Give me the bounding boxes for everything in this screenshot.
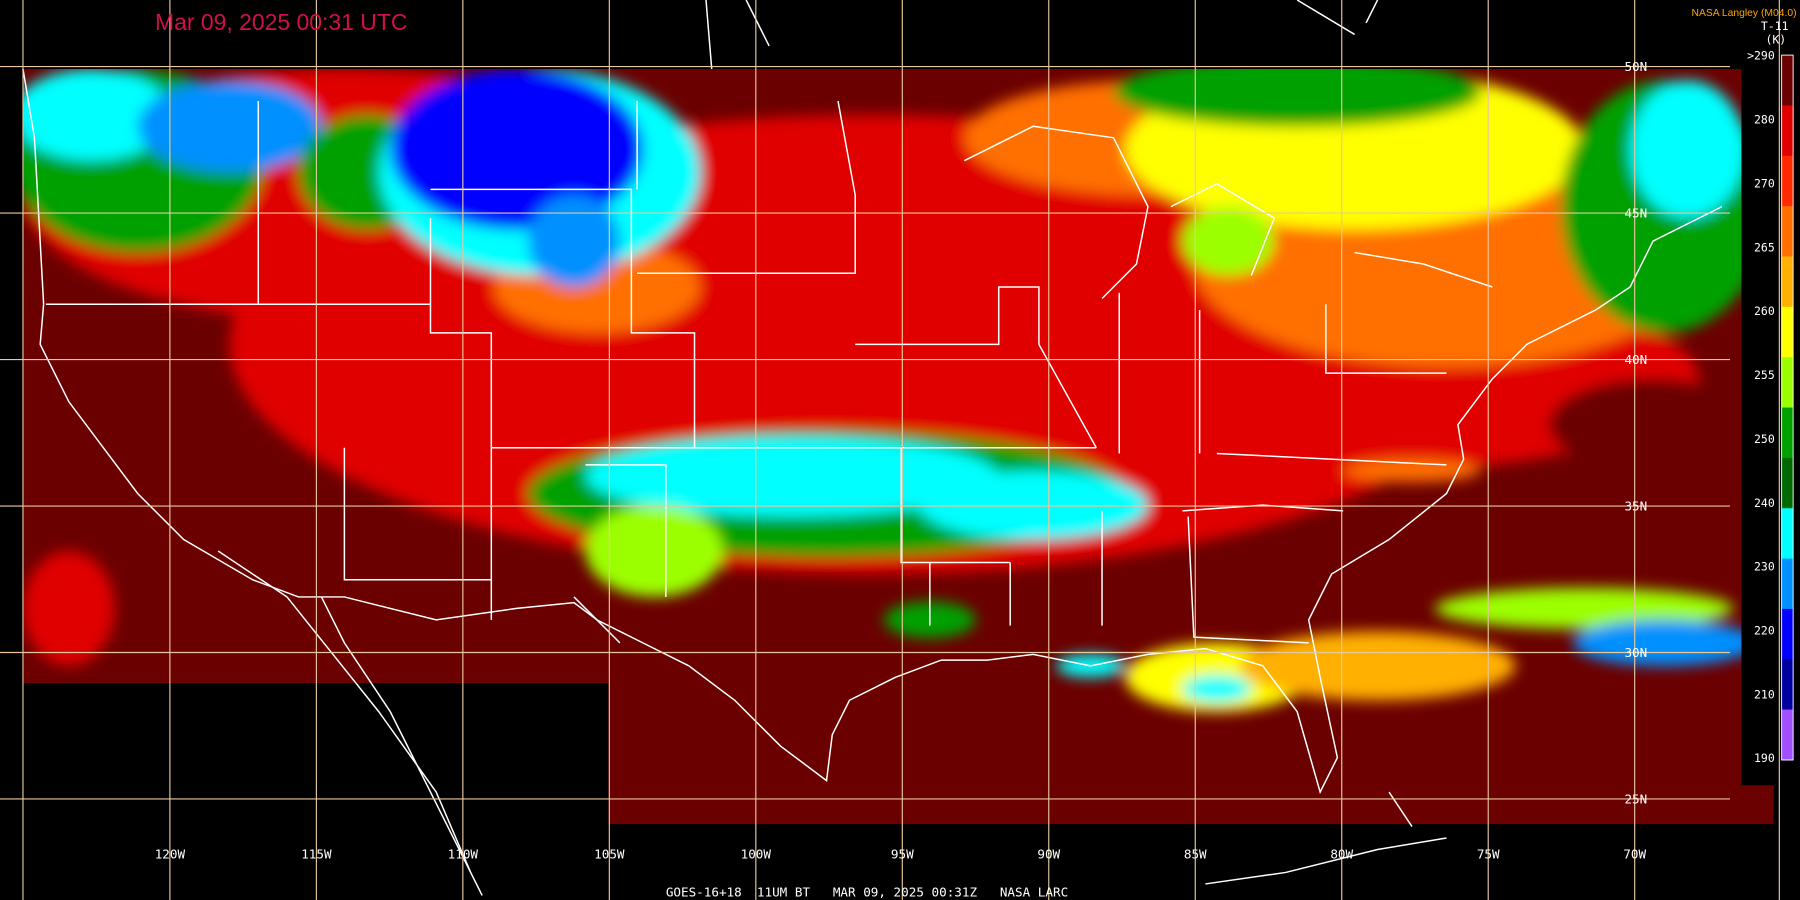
- longitude-label: 110W: [448, 847, 479, 862]
- longitude-label: 100W: [741, 847, 772, 862]
- longitude-label: 80W: [1330, 847, 1353, 862]
- colorbar-label: 280: [1754, 113, 1775, 127]
- latitude-label: 40N: [1624, 352, 1647, 367]
- colorbar-frame: [1781, 54, 1794, 761]
- colorbar-segment: [1781, 558, 1794, 610]
- latitude-label: 45N: [1624, 206, 1647, 221]
- colorbar-segment: [1781, 357, 1794, 409]
- colorbar-segment: [1781, 206, 1794, 258]
- longitude-label: 120W: [155, 847, 186, 862]
- colorbar-label: 210: [1754, 687, 1775, 701]
- colorbar-label: 220: [1754, 624, 1775, 638]
- colorbar-segment: [1781, 256, 1794, 308]
- colorbar-label: 255: [1754, 368, 1775, 382]
- latitude-label: 35N: [1624, 499, 1647, 514]
- longitude-label: 95W: [891, 847, 914, 862]
- channel-label: T-11: [1761, 19, 1789, 33]
- longitude-label: 90W: [1037, 847, 1060, 862]
- longitude-label: 115W: [301, 847, 332, 862]
- colorbar-label: 265: [1754, 240, 1775, 254]
- colorbar-label: 230: [1754, 560, 1775, 574]
- timestamp-title: Mar 09, 2025 00:31 UTC: [155, 9, 407, 35]
- colorbar-segment: [1781, 709, 1794, 761]
- colorbar-segment: [1781, 105, 1794, 157]
- longitude-label: 85W: [1184, 847, 1207, 862]
- boundaries: [22, 0, 1723, 896]
- longitude-label: 75W: [1477, 847, 1500, 862]
- colorbar-segment: [1781, 457, 1794, 509]
- longitude-label: 105W: [594, 847, 625, 862]
- colorbar-label: 270: [1754, 176, 1775, 190]
- colorbar-segment: [1781, 55, 1794, 107]
- colorbar-segment: [1781, 407, 1794, 459]
- colorbar-label: >290: [1747, 49, 1775, 63]
- colorbar-label: 250: [1754, 432, 1775, 446]
- colorbar-segment: [1781, 155, 1794, 207]
- labels: 120W 115W 110W 105W 100W 95W 90W 85W 80W 75W 70W 50…: [155, 59, 1648, 862]
- colorbar-segment: [1781, 508, 1794, 560]
- colorbar-label: 260: [1754, 304, 1775, 318]
- latitude-label: 50N: [1624, 59, 1647, 74]
- colorbar: >290 280 270 265 260 255 250 240 230 220 210 190: [1747, 49, 1794, 765]
- colorbar-segment: [1781, 608, 1794, 660]
- source-label: NASA Langley (M04.0): [1691, 8, 1796, 19]
- colorbar-label: 240: [1754, 496, 1775, 510]
- unit-label: (K): [1766, 33, 1787, 47]
- longitude-label: 70W: [1623, 847, 1646, 862]
- colorbar-segment: [1781, 659, 1794, 711]
- footer-caption: GOES-16+18 11UM BT MAR 09, 2025 00:31Z N…: [666, 885, 1068, 900]
- colorbar-label: 190: [1754, 751, 1775, 765]
- latitude-label: 25N: [1624, 792, 1647, 807]
- colorbar-segment: [1781, 306, 1794, 358]
- latitude-label: 30N: [1624, 645, 1647, 660]
